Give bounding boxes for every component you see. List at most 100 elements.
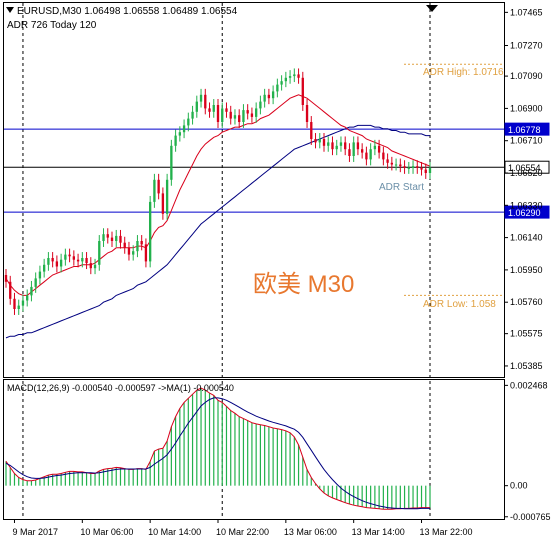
candle-body bbox=[263, 94, 266, 102]
candle-body bbox=[288, 76, 292, 78]
time-axis-label: 13 Mar 06:00 bbox=[284, 527, 337, 537]
candle-body bbox=[132, 251, 135, 255]
level-price-tag bbox=[504, 205, 550, 219]
candle-body bbox=[407, 167, 410, 169]
header-symbol-line: EURUSD,M30 1.06498 1.06558 1.06489 1.065… bbox=[17, 6, 238, 17]
candle-body bbox=[335, 145, 338, 150]
candle-body bbox=[250, 113, 254, 117]
price-axis-label: 1.06330 bbox=[510, 200, 543, 210]
time-axis-label: 10 Mar 22:00 bbox=[216, 527, 269, 537]
candle-body bbox=[344, 142, 347, 150]
candle-body bbox=[55, 261, 59, 267]
candle-body bbox=[170, 145, 173, 180]
candle-body bbox=[26, 295, 29, 301]
time-axis-label: 10 Mar 06:00 bbox=[80, 527, 133, 537]
ma-fast-line bbox=[5, 94, 431, 296]
level-price-tag bbox=[504, 160, 550, 174]
candle-body bbox=[267, 94, 271, 99]
candle-body bbox=[174, 135, 177, 146]
candle-body bbox=[191, 111, 194, 119]
candle-body bbox=[153, 179, 156, 202]
macd-label: MACD(12,26,9) -0.000540 -0.000597 ->MA(1… bbox=[7, 383, 234, 393]
candle-body bbox=[318, 139, 321, 143]
candle-body bbox=[161, 193, 165, 214]
price-axis-label: 1.06140 bbox=[510, 233, 543, 243]
candle-body bbox=[297, 74, 300, 78]
time-axis-label: 10 Mar 14:00 bbox=[148, 527, 201, 537]
candle-body bbox=[369, 149, 372, 160]
candle-body bbox=[51, 258, 54, 262]
price-axis-label: 1.06900 bbox=[510, 103, 543, 113]
candle-body bbox=[390, 162, 394, 165]
candle-body bbox=[195, 101, 198, 112]
watermark-text: 欧美 M30 bbox=[253, 271, 354, 298]
candle-body bbox=[221, 108, 224, 122]
candle-body bbox=[9, 281, 12, 299]
candle-body bbox=[17, 305, 20, 309]
candle-body bbox=[30, 286, 33, 296]
candle-body bbox=[280, 81, 283, 85]
candle-body bbox=[411, 166, 415, 168]
candle-body bbox=[178, 132, 182, 136]
candle-body bbox=[148, 201, 152, 262]
candle-body bbox=[259, 101, 262, 109]
candle-body bbox=[21, 300, 25, 306]
candle-body bbox=[13, 298, 16, 309]
macd-pane bbox=[3, 379, 505, 520]
candle-body bbox=[85, 258, 88, 264]
candle-body bbox=[81, 258, 84, 262]
candle-body bbox=[284, 77, 288, 82]
candle-body bbox=[64, 254, 67, 260]
candle-body bbox=[238, 115, 241, 122]
candle-body bbox=[420, 167, 423, 170]
candle-body bbox=[377, 145, 381, 153]
candle-body bbox=[4, 275, 8, 282]
candle-body bbox=[276, 84, 279, 92]
candle-body bbox=[339, 142, 343, 146]
level-price-tag bbox=[504, 122, 550, 136]
candle-body bbox=[127, 247, 131, 255]
candle-body bbox=[144, 244, 148, 262]
price-axis-label: 1.06520 bbox=[510, 168, 543, 178]
candle-body bbox=[246, 110, 249, 114]
candle-body bbox=[356, 142, 360, 150]
candle-body bbox=[382, 152, 385, 160]
time-axis-label: 13 Mar 14:00 bbox=[352, 527, 405, 537]
price-axis-label: 1.07090 bbox=[510, 71, 543, 81]
candle-body bbox=[242, 110, 245, 122]
candle-body bbox=[322, 139, 326, 146]
candle-body bbox=[89, 263, 92, 269]
candle-body bbox=[102, 234, 105, 241]
candle-body bbox=[110, 237, 114, 241]
candle-body bbox=[140, 241, 143, 245]
price-axis-label: 1.05760 bbox=[510, 297, 543, 307]
adr-start-label: ADR Start bbox=[379, 182, 424, 193]
level-price-tag-text: 1.06290 bbox=[508, 208, 541, 218]
candle-body bbox=[93, 264, 97, 269]
candle-body bbox=[204, 94, 207, 109]
candle-body bbox=[293, 74, 296, 77]
price-axis-label: 1.07270 bbox=[510, 41, 543, 51]
price-axis-label: 1.07465 bbox=[510, 7, 543, 17]
candle-body bbox=[254, 108, 258, 117]
macd-red-line bbox=[5, 387, 430, 510]
candle-body bbox=[98, 241, 101, 265]
candle-body bbox=[136, 241, 139, 252]
level-price-tag-text: 1.06554 bbox=[508, 163, 541, 173]
candle-body bbox=[157, 179, 160, 194]
candle-body bbox=[115, 235, 118, 241]
candle-body bbox=[416, 166, 419, 168]
candle-body bbox=[394, 164, 398, 166]
candle-body bbox=[365, 152, 368, 160]
macd-axis-label: 0.002468 bbox=[510, 380, 548, 390]
candle-body bbox=[165, 179, 169, 214]
header-dropdown-icon[interactable] bbox=[6, 7, 14, 13]
time-axis-label: 9 Mar 2017 bbox=[12, 527, 58, 537]
candle-body bbox=[360, 149, 364, 153]
chart-menu-triangle-icon[interactable] bbox=[426, 5, 438, 12]
candle-body bbox=[42, 264, 46, 272]
candle-body bbox=[301, 77, 304, 105]
candle-body bbox=[208, 108, 211, 112]
adr-high-label: ADR High: 1.0716 bbox=[423, 67, 504, 78]
